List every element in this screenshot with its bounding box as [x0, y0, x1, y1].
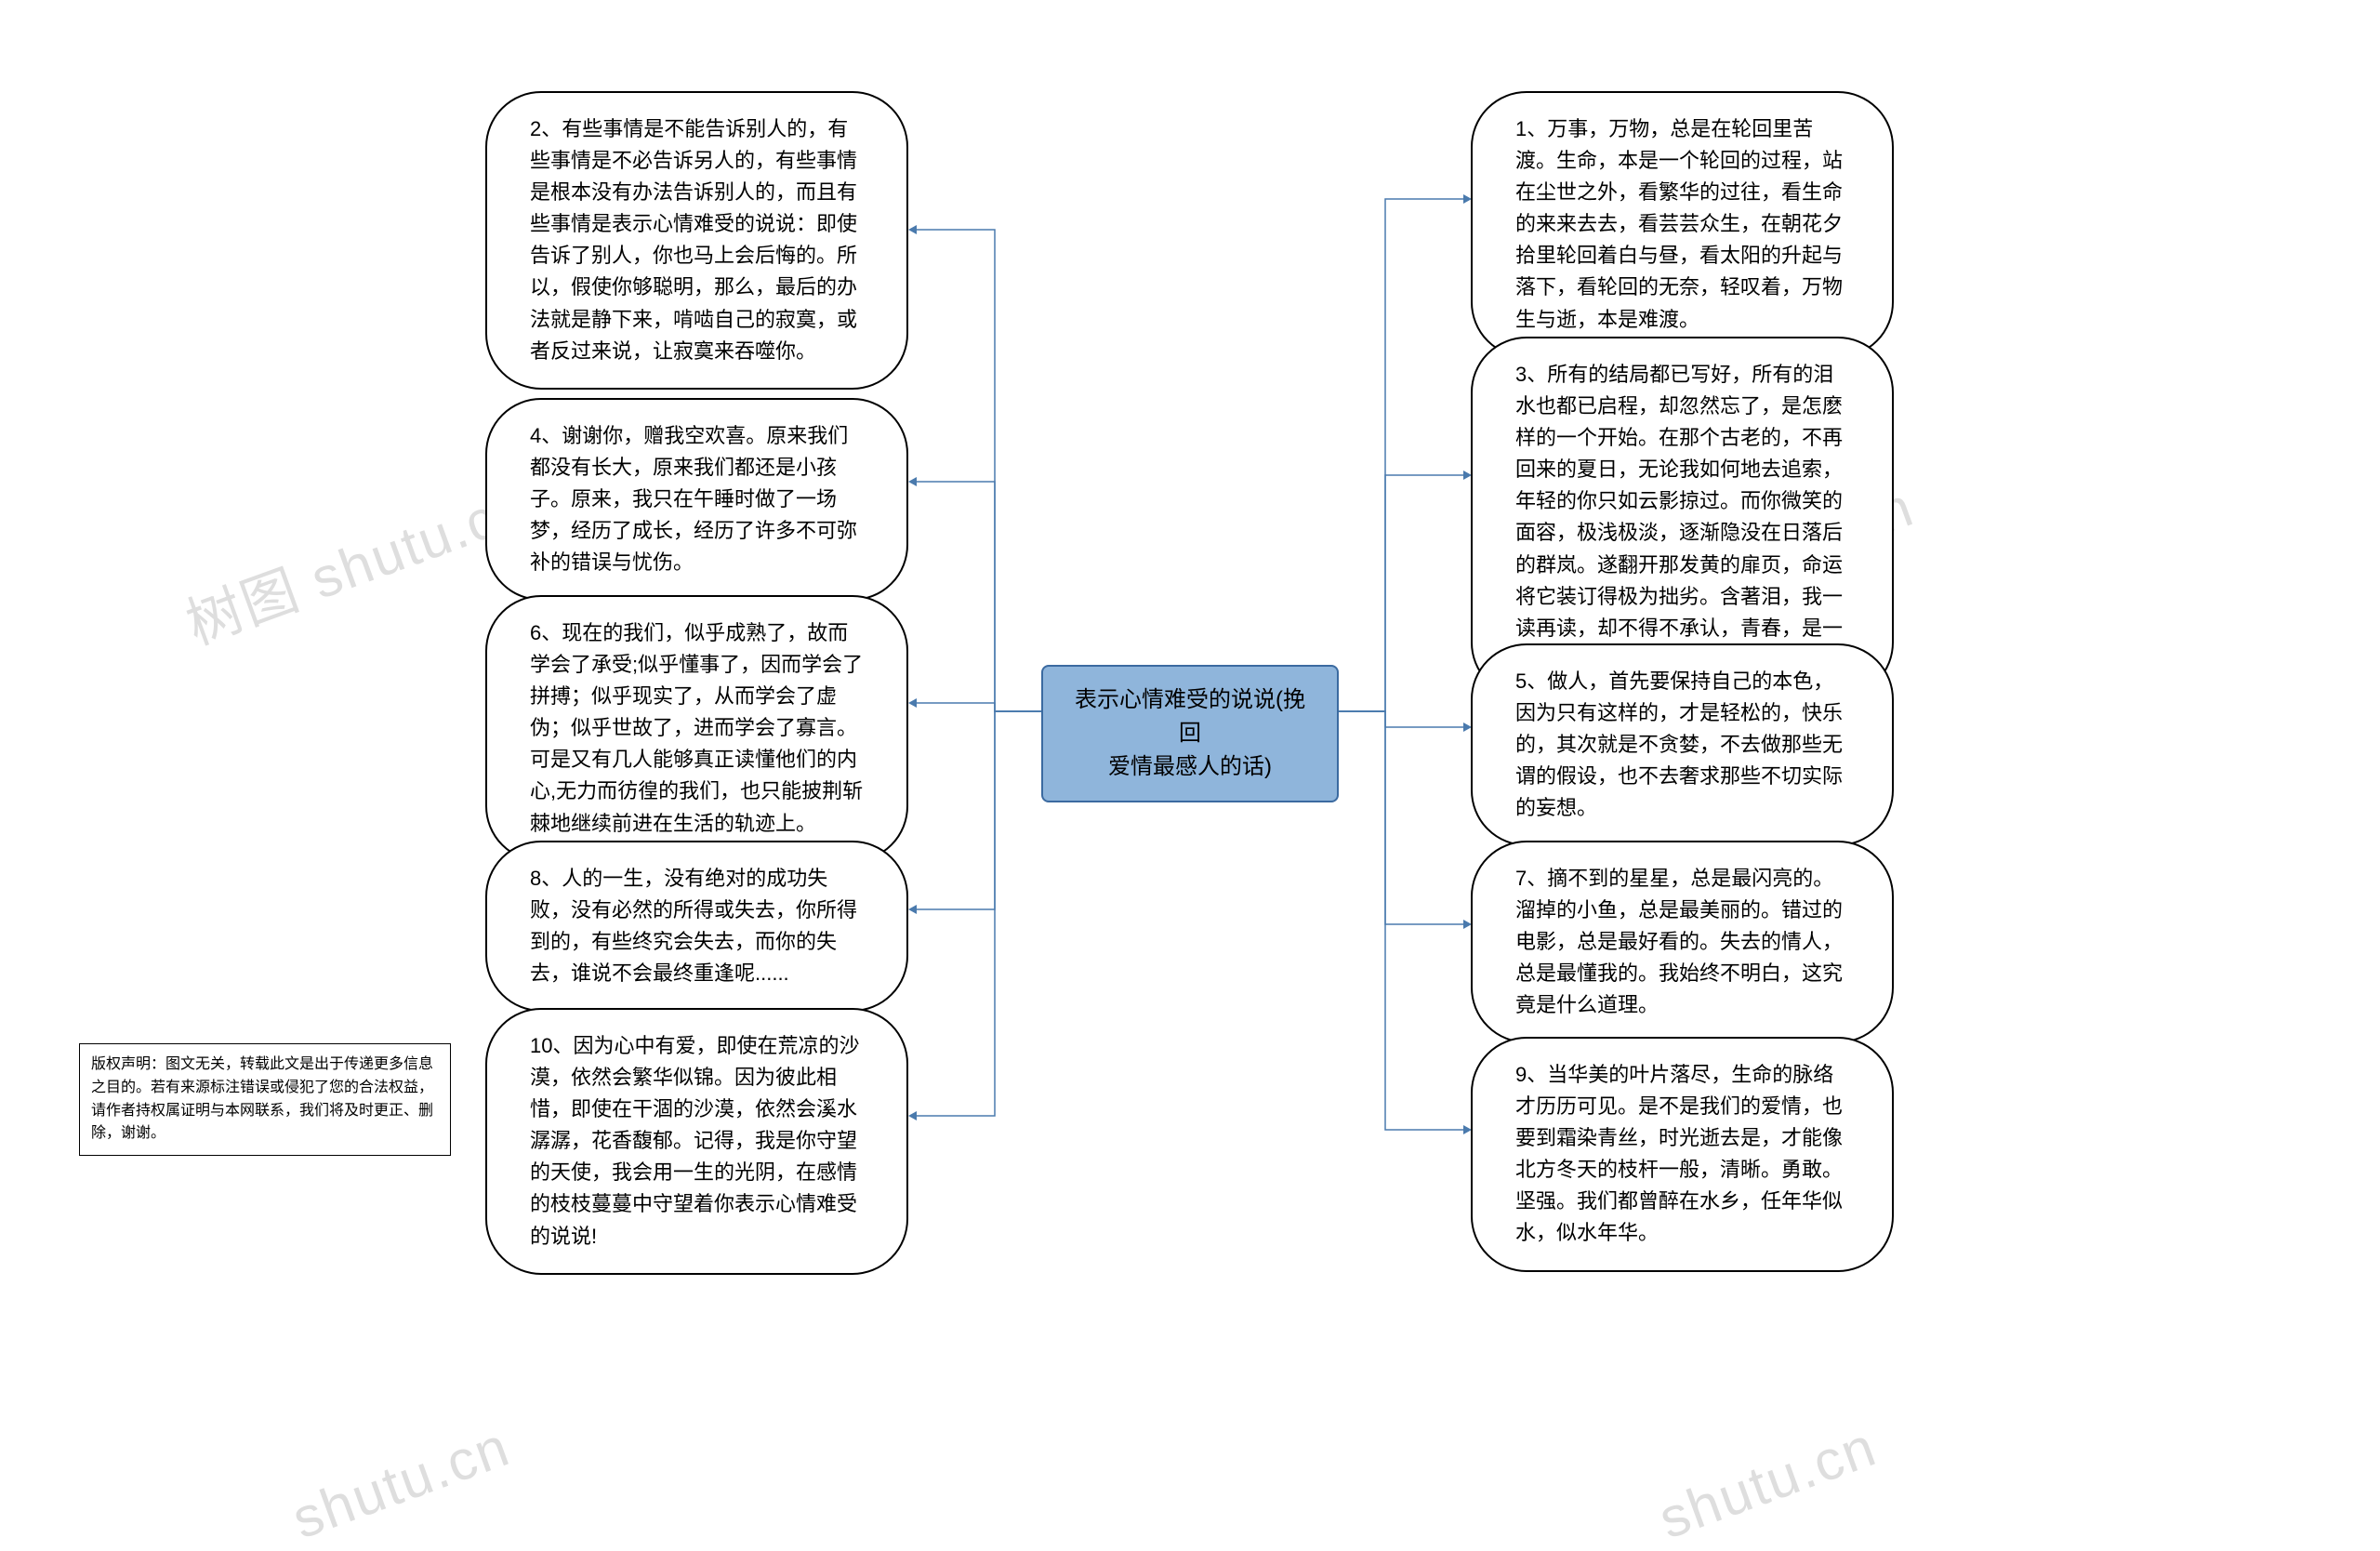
center-node: 表示心情难受的说说(挽回爱情最感人的话) — [1041, 665, 1339, 802]
copyright-notice: 版权声明：图文无关，转载此文是出于传递更多信息之目的。若有来源标注错误或侵犯了您… — [79, 1043, 451, 1156]
leaf-node-6: 6、现在的我们，似乎成熟了，故而学会了承受;似乎懂事了，因而学会了拼搏；似乎现实… — [485, 595, 908, 862]
copyright-text: 版权声明：图文无关，转载此文是出于传递更多信息之目的。若有来源标注错误或侵犯了您… — [91, 1056, 433, 1141]
connector-arrow-icon — [908, 698, 917, 708]
leaf-node-8: 8、人的一生，没有绝对的成功失败，没有必然的所得或失去，你所得到的，有些终究会失… — [485, 841, 908, 1012]
leaf-text: 8、人的一生，没有绝对的成功失败，没有必然的所得或失去，你所得到的，有些终究会失… — [530, 867, 857, 985]
connector-arrow-icon — [908, 1111, 917, 1120]
leaf-text: 3、所有的结局都已写好，所有的泪水也都已启程，却忽然忘了，是怎麽样的一个开始。在… — [1515, 363, 1843, 671]
leaf-text: 10、因为心中有爱，即使在荒凉的沙漠，依然会繁华似锦。因为彼此相惜，即使在干涸的… — [530, 1034, 859, 1248]
leaf-text: 5、做人，首先要保持自己的本色，因为只有这样的，才是轻松的，快乐的，其次就是不贪… — [1515, 669, 1843, 819]
watermark: 树图 shutu.cn — [174, 462, 538, 661]
leaf-text: 2、有些事情是不能告诉别人的，有些事情是不必告诉另人的，有些事情是根本没有办法告… — [530, 117, 857, 363]
watermark: shutu.cn — [284, 1414, 519, 1551]
diagram-canvas: 树图 shutu.cn 树图 shutu.cn shutu.cn shutu.c… — [0, 0, 2380, 1481]
leaf-text: 1、万事，万物，总是在轮回里苦渡。生命，本是一个轮回的过程，站在尘世之外，看繁华… — [1515, 117, 1843, 331]
leaf-text: 6、现在的我们，似乎成熟了，故而学会了承受;似乎懂事了，因而学会了拼搏；似乎现实… — [530, 621, 863, 835]
connector-arrow-icon — [908, 225, 917, 234]
leaf-node-10: 10、因为心中有爱，即使在荒凉的沙漠，依然会繁华似锦。因为彼此相惜，即使在干涸的… — [485, 1008, 908, 1275]
leaf-node-7: 7、摘不到的星星，总是最闪亮的。溜掉的小鱼，总是最美丽的。错过的电影，总是最好看… — [1471, 841, 1894, 1043]
center-node-text: 表示心情难受的说说(挽回爱情最感人的话) — [1075, 687, 1305, 779]
leaf-node-2: 2、有些事情是不能告诉别人的，有些事情是不必告诉另人的，有些事情是根本没有办法告… — [485, 91, 908, 390]
leaf-text: 9、当华美的叶片落尽，生命的脉络才历历可见。是不是我们的爱情，也要到霜染青丝，时… — [1515, 1063, 1843, 1244]
connector-arrow-icon — [908, 905, 917, 914]
leaf-text: 4、谢谢你，赠我空欢喜。原来我们都没有长大，原来我们都还是小孩子。原来，我只在午… — [530, 424, 857, 574]
leaf-node-9: 9、当华美的叶片落尽，生命的脉络才历历可见。是不是我们的爱情，也要到霜染青丝，时… — [1471, 1037, 1894, 1272]
connector-arrow-icon — [908, 477, 917, 486]
leaf-node-4: 4、谢谢你，赠我空欢喜。原来我们都没有长大，原来我们都还是小孩子。原来，我只在午… — [485, 398, 908, 601]
watermark: shutu.cn — [1651, 1414, 1885, 1551]
leaf-node-1: 1、万事，万物，总是在轮回里苦渡。生命，本是一个轮回的过程，站在尘世之外，看繁华… — [1471, 91, 1894, 358]
leaf-node-5: 5、做人，首先要保持自己的本色，因为只有这样的，才是轻松的，快乐的，其次就是不贪… — [1471, 643, 1894, 846]
leaf-text: 7、摘不到的星星，总是最闪亮的。溜掉的小鱼，总是最美丽的。错过的电影，总是最好看… — [1515, 867, 1843, 1016]
